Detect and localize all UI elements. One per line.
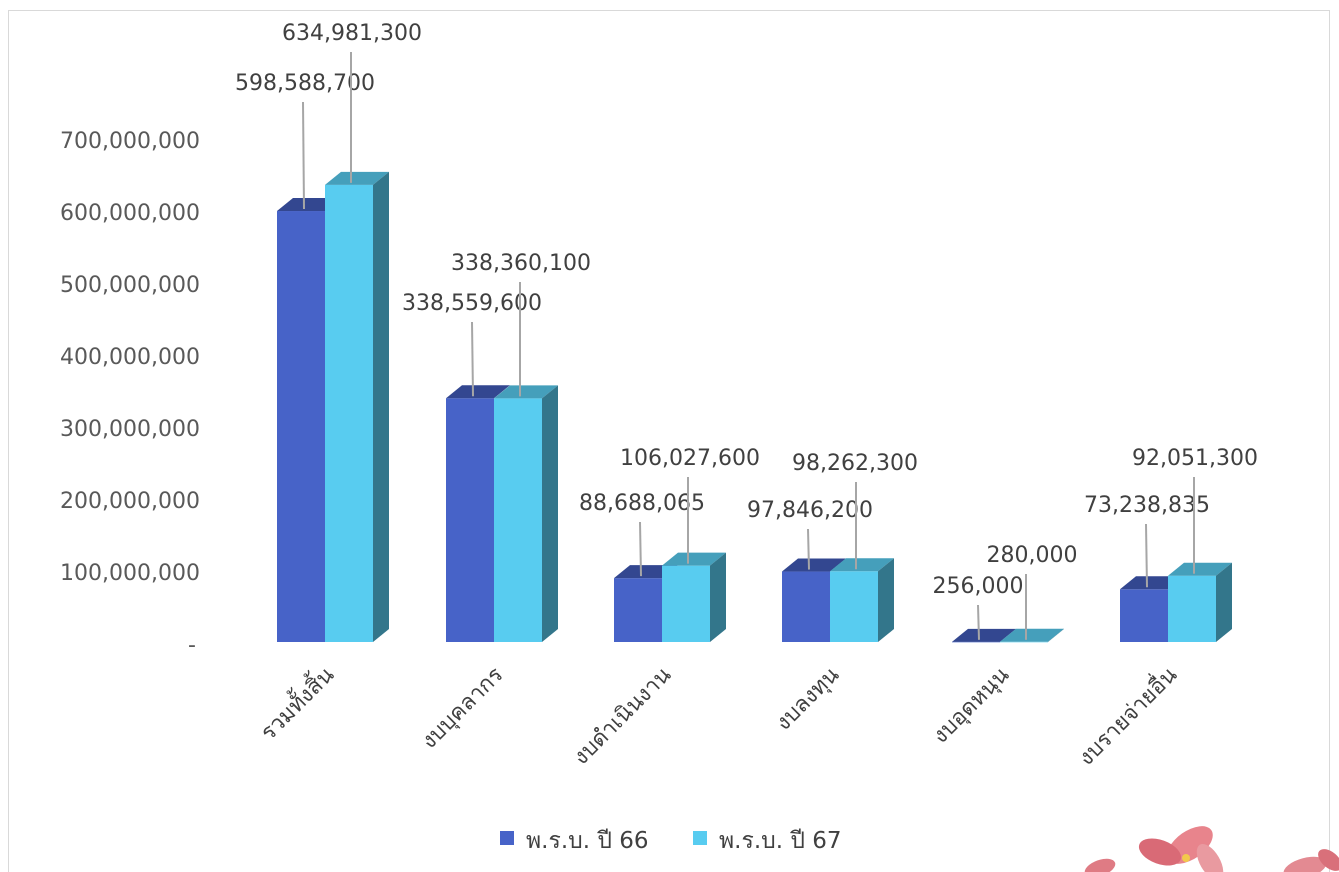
bar-top	[830, 558, 894, 572]
flower-petal	[1138, 838, 1182, 866]
flower-petal	[1283, 856, 1327, 872]
bar-front	[614, 578, 662, 642]
data-label: 598,588,700	[235, 71, 375, 96]
y-tick-label: 200,000,000	[60, 489, 200, 514]
data-label: 98,262,300	[792, 451, 918, 476]
category-label: รวมทั้งสิ้น	[253, 660, 339, 746]
bar-y67	[1168, 562, 1232, 642]
y-tick-label: 400,000,000	[60, 345, 200, 370]
bar-side	[373, 171, 389, 642]
leader-line	[639, 521, 642, 577]
bar-front	[662, 565, 710, 642]
bar-side	[1048, 628, 1064, 642]
chart-frame	[8, 10, 1330, 872]
x-axis-categories: รวมทั้งสิ้น งบบุคลากร งบดำเนินงาน งบลงทุน งบ…	[253, 660, 1182, 771]
y-tick-label: 500,000,000	[60, 273, 200, 298]
data-label: 92,051,300	[1132, 446, 1258, 471]
y-tick-label: 300,000,000	[60, 417, 200, 442]
flower-center	[1182, 854, 1190, 862]
bar-front	[1168, 575, 1216, 642]
bar-top	[1000, 628, 1064, 642]
bar-y66	[446, 385, 510, 642]
y-tick-label: 600,000,000	[60, 201, 200, 226]
bar-front	[952, 641, 1000, 643]
bar-y67	[494, 385, 558, 642]
bar-top	[662, 552, 726, 566]
y-tick-label: -	[188, 633, 196, 658]
bar-top	[782, 558, 846, 572]
bar-front	[494, 398, 542, 642]
bar-front	[782, 571, 830, 642]
data-label: 280,000	[987, 543, 1078, 568]
leader-line	[807, 528, 810, 570]
bar-front	[830, 571, 878, 642]
pink-flower-decoration	[1084, 826, 1339, 872]
bar-front	[446, 398, 494, 642]
leader-line	[471, 321, 474, 397]
bar-y67	[325, 171, 389, 642]
bar-top	[1168, 562, 1232, 576]
data-label: 338,559,600	[402, 291, 542, 316]
data-label: 73,238,835	[1084, 493, 1210, 518]
leader-line	[302, 101, 305, 210]
flower-petal	[1084, 858, 1116, 872]
bar-top	[952, 628, 1016, 642]
category-label: งบบุคลากร	[417, 662, 509, 754]
category-label: งบดำเนินงาน	[569, 663, 677, 771]
bar-y66	[1120, 576, 1184, 642]
bar-y67	[1000, 628, 1064, 643]
bar-front	[1120, 589, 1168, 642]
flower-petal	[1196, 843, 1224, 872]
bar-front	[1000, 641, 1048, 643]
data-label: 338,360,100	[451, 251, 591, 276]
bar-top	[446, 385, 510, 399]
bar-side	[542, 385, 558, 642]
data-label: 106,027,600	[620, 446, 760, 471]
leader-line	[1145, 523, 1148, 588]
bars	[277, 171, 1232, 643]
y-tick-label: 700,000,000	[60, 129, 200, 154]
bar-front	[325, 184, 373, 642]
category-label: งบรายจ่ายอื่น	[1071, 660, 1182, 771]
y-axis: - 100,000,000 200,000,000 300,000,000 400,00…	[60, 129, 200, 658]
data-label: 97,846,200	[747, 498, 873, 523]
bar-y66	[782, 558, 846, 642]
y-tick-label: 100,000,000	[60, 561, 200, 586]
flower-petal	[1318, 849, 1339, 871]
bar-side	[1216, 562, 1232, 642]
data-labels: 598,588,700 634,981,300 338,559,600 338,360…	[235, 21, 1258, 640]
bar-y67	[662, 552, 726, 642]
data-label: 634,981,300	[282, 21, 422, 46]
bar-top	[494, 385, 558, 399]
data-label: 88,688,065	[579, 491, 705, 516]
bar-front	[277, 211, 325, 643]
legend-swatch	[500, 831, 514, 845]
data-label: 256,000	[933, 574, 1024, 599]
bar-side	[878, 558, 894, 642]
bar-side	[710, 552, 726, 642]
bar-y67	[830, 558, 894, 642]
legend-swatch	[693, 831, 707, 845]
legend-label: พ.ร.บ. ปี 66	[526, 828, 649, 854]
legend-label: พ.ร.บ. ปี 67	[719, 828, 842, 854]
legend: พ.ร.บ. ปี 66 พ.ร.บ. ปี 67	[500, 828, 842, 854]
category-label: งบอุดหนุน	[928, 663, 1014, 749]
bar-top	[325, 171, 389, 185]
bar-y66	[952, 628, 1016, 643]
leader-line	[977, 604, 980, 640]
category-label: งบลงทุน	[771, 663, 844, 736]
